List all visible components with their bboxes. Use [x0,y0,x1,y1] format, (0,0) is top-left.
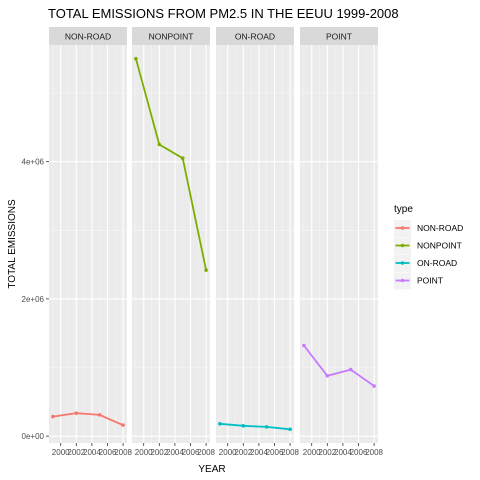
legend-label: POINT [417,276,443,286]
data-point [180,156,185,161]
legend-item-on-road: ON-ROAD [394,255,457,272]
facet-strip [216,27,294,45]
x-tick-label: 2006 [266,448,284,457]
panel-background [216,45,294,443]
legend-label: NONPOINT [417,241,462,251]
series-line-nonpoint [135,58,207,271]
data-point [134,56,138,61]
data-point [288,427,292,432]
x-tick-label: 2008 [114,448,132,457]
legend-key-point [400,261,405,265]
x-tick-label: 2008 [365,448,383,457]
x-tick-label: 2008 [281,448,299,457]
data-point [204,268,208,272]
data-point [372,384,376,388]
x-tick-label: 2004 [166,448,184,457]
x-tick-label: 2004 [334,448,352,457]
facet-strip [49,27,127,45]
x-tick-label: 2002 [67,448,85,457]
x-tick-label: 2006 [350,448,368,457]
data-point [51,414,55,419]
data-point [218,421,222,426]
data-point [264,425,269,429]
series-line-non-road [52,412,124,427]
facet-strip-label: ON-ROAD [235,32,275,42]
x-tick-label: 2000 [303,448,321,457]
x-tick-label: 2008 [197,448,215,457]
data-point [302,343,306,348]
facet-strip [300,27,378,45]
legend-label: ON-ROAD [417,258,457,268]
x-tick-label: 2000 [135,448,153,457]
x-tick-label: 2002 [234,448,252,457]
data-point [121,423,125,427]
legend-key-point [400,226,405,230]
x-tick-label: 2000 [52,448,70,457]
data-point [97,413,102,417]
legend-label: NON-ROAD [417,223,463,233]
data-point [74,411,79,415]
facet-strip-label: NON-ROAD [65,32,111,42]
series-line-on-road [219,422,291,431]
panel-background [300,45,378,443]
facet-strip-label: NONPOINT [149,32,194,42]
y-axis-title: TOTAL EMISSIONS [7,199,18,289]
legend-key-point [400,278,405,283]
legend: type NON-ROAD NONPOINT ON-ROAD POINT [394,204,463,290]
x-tick-label: 2002 [318,448,336,457]
panel-background [132,45,210,443]
facet-strip [132,27,210,45]
legend-item-non-road: NON-ROAD [394,220,463,237]
facet-strip-label: POINT [326,32,352,42]
x-tick-label: 2006 [99,448,117,457]
y-tick-label: 0e+00 [22,432,45,441]
data-point [325,373,330,378]
x-axis-title: YEAR [198,464,225,475]
facet-panels: NON-ROAD20002002200420062008NONPOINT2000… [49,27,384,457]
x-tick-label: 2004 [83,448,101,457]
legend-title: type [394,204,413,215]
y-axis: 0e+00 2e+06 4e+06 [22,158,49,441]
chart-title: TOTAL EMISSIONS FROM PM2.5 IN THE EEUU 1… [48,6,399,21]
series-line-point [303,345,375,387]
legend-item-point: POINT [394,272,443,290]
data-point [241,424,246,428]
x-tick-label: 2006 [182,448,200,457]
legend-key-point [400,243,405,248]
x-tick-label: 2000 [219,448,237,457]
x-tick-label: 2002 [150,448,168,457]
data-point [348,367,353,372]
data-point [157,142,162,147]
y-tick-label: 2e+06 [22,295,45,304]
panel-background [49,45,127,443]
y-tick-label: 4e+06 [22,158,45,167]
legend-item-nonpoint: NONPOINT [394,237,462,255]
x-tick-label: 2004 [250,448,268,457]
